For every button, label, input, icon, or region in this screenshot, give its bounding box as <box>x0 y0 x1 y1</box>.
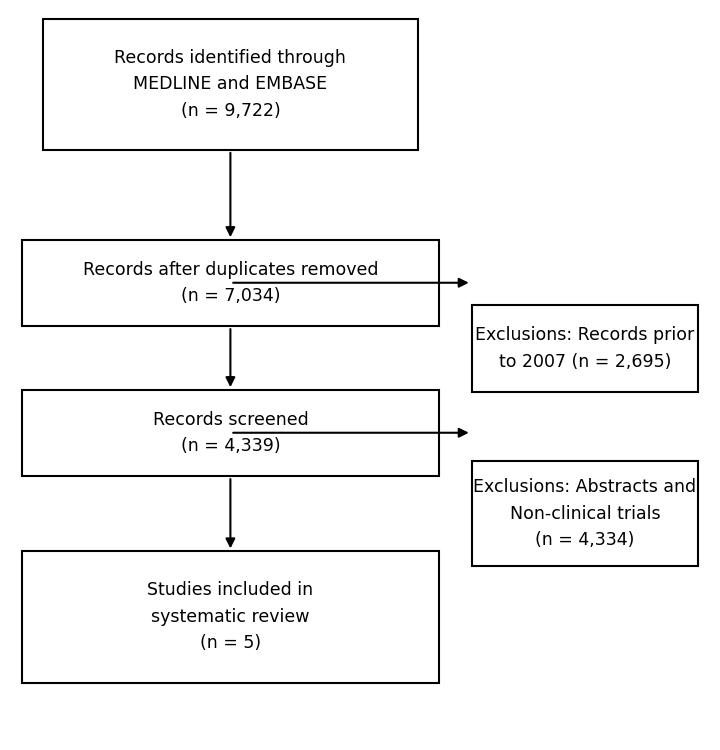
FancyBboxPatch shape <box>22 390 439 476</box>
Text: Records after duplicates removed
(n = 7,034): Records after duplicates removed (n = 7,… <box>83 261 378 305</box>
FancyBboxPatch shape <box>43 19 418 150</box>
Text: Exclusions: Records prior
to 2007 (n = 2,695): Exclusions: Records prior to 2007 (n = 2… <box>475 326 695 370</box>
Text: Records identified through
MEDLINE and EMBASE
(n = 9,722): Records identified through MEDLINE and E… <box>114 49 346 120</box>
Text: Records screened
(n = 4,339): Records screened (n = 4,339) <box>153 411 308 455</box>
Text: Studies included in
systematic review
(n = 5): Studies included in systematic review (n… <box>148 581 313 652</box>
FancyBboxPatch shape <box>22 551 439 682</box>
Text: Exclusions: Abstracts and
Non-clinical trials
(n = 4,334): Exclusions: Abstracts and Non-clinical t… <box>474 478 696 549</box>
FancyBboxPatch shape <box>472 461 698 566</box>
FancyBboxPatch shape <box>22 240 439 326</box>
FancyBboxPatch shape <box>472 305 698 392</box>
